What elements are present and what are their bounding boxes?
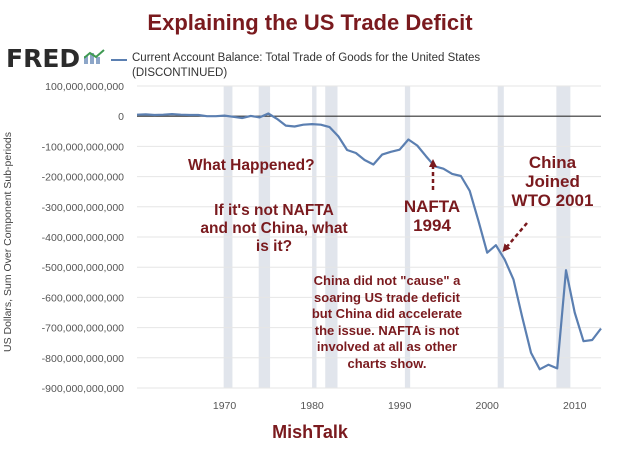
legend-swatch <box>111 59 127 61</box>
legend-label: Current Account Balance: Total Trade of … <box>132 52 481 64</box>
y-tick-label: -200,000,000,000 <box>42 172 124 184</box>
annotation-china-line-1: China <box>528 153 577 172</box>
x-tick-label: 2010 <box>563 400 587 412</box>
x-tick-label: 1980 <box>300 400 324 412</box>
y-tick-label: -400,000,000,000 <box>42 232 124 244</box>
annotation-what-happened: What Happened? <box>188 157 315 175</box>
legend-note: (DISCONTINUED) <box>132 67 228 79</box>
series-line-0 <box>136 112 602 371</box>
fred-logo-chart-icon <box>84 49 105 64</box>
y-tick-label: -500,000,000,000 <box>42 262 124 274</box>
y-tick-label: -800,000,000,000 <box>42 353 124 365</box>
y-tick-label: 0 <box>118 111 124 123</box>
annotation-china-line-2: Joined <box>525 172 580 191</box>
x-tick-label: 1970 <box>213 400 237 412</box>
annotation-note-line-2: soaring US trade deficit <box>314 289 460 305</box>
annotation-note-line-1: China did not "cause" a <box>313 273 461 288</box>
annotation-china: China Joined WTO 2001 <box>500 153 605 210</box>
annotation-note-line-5: involved at all as other <box>316 339 458 354</box>
page-title: Explaining the US Trade Deficit <box>147 10 473 35</box>
annotation-china-line-3: WTO 2001 <box>511 191 594 210</box>
annotation-if-not-line-1: If it's not NAFTA <box>214 202 334 219</box>
y-tick-label: -900,000,000,000 <box>42 383 124 395</box>
annotation-note: China did not "cause" a soaring US trade… <box>272 273 502 372</box>
y-tick-label: -600,000,000,000 <box>42 292 124 304</box>
fred-logo[interactable]: FRED <box>6 44 81 73</box>
annotation-note-line-6: charts show. <box>347 355 427 371</box>
annotation-note-line-4: the issue. NAFTA is not <box>314 322 460 338</box>
annotation-what-happened-text: What Happened? <box>188 157 315 174</box>
x-tick-label: 2000 <box>476 400 500 412</box>
annotation-if-not-line-3: is it? <box>255 238 293 255</box>
annotation-if-not-line-2: and not China, what <box>200 220 348 237</box>
annotation-note-line-3: but China did accelerate <box>311 306 463 321</box>
footer-credit: MishTalk <box>272 422 348 442</box>
annotation-if-not: If it's not NAFTA and not China, what is… <box>174 202 374 256</box>
y-tick-label: -100,000,000,000 <box>42 141 124 153</box>
legend: Current Account Balance: Total Trade of … <box>132 51 602 81</box>
y-tick-label: 100,000,000,000 <box>45 81 124 93</box>
y-tick-label: -300,000,000,000 <box>42 202 124 214</box>
annotation-nafta-line-2: 1994 <box>413 216 451 235</box>
annotation-nafta-line-1: NAFTA <box>403 197 461 216</box>
annotation-nafta: NAFTA 1994 <box>396 197 468 235</box>
china-arrow <box>502 222 528 253</box>
y-tick-label: -700,000,000,000 <box>42 323 124 335</box>
x-tick-label: 1990 <box>388 400 412 412</box>
